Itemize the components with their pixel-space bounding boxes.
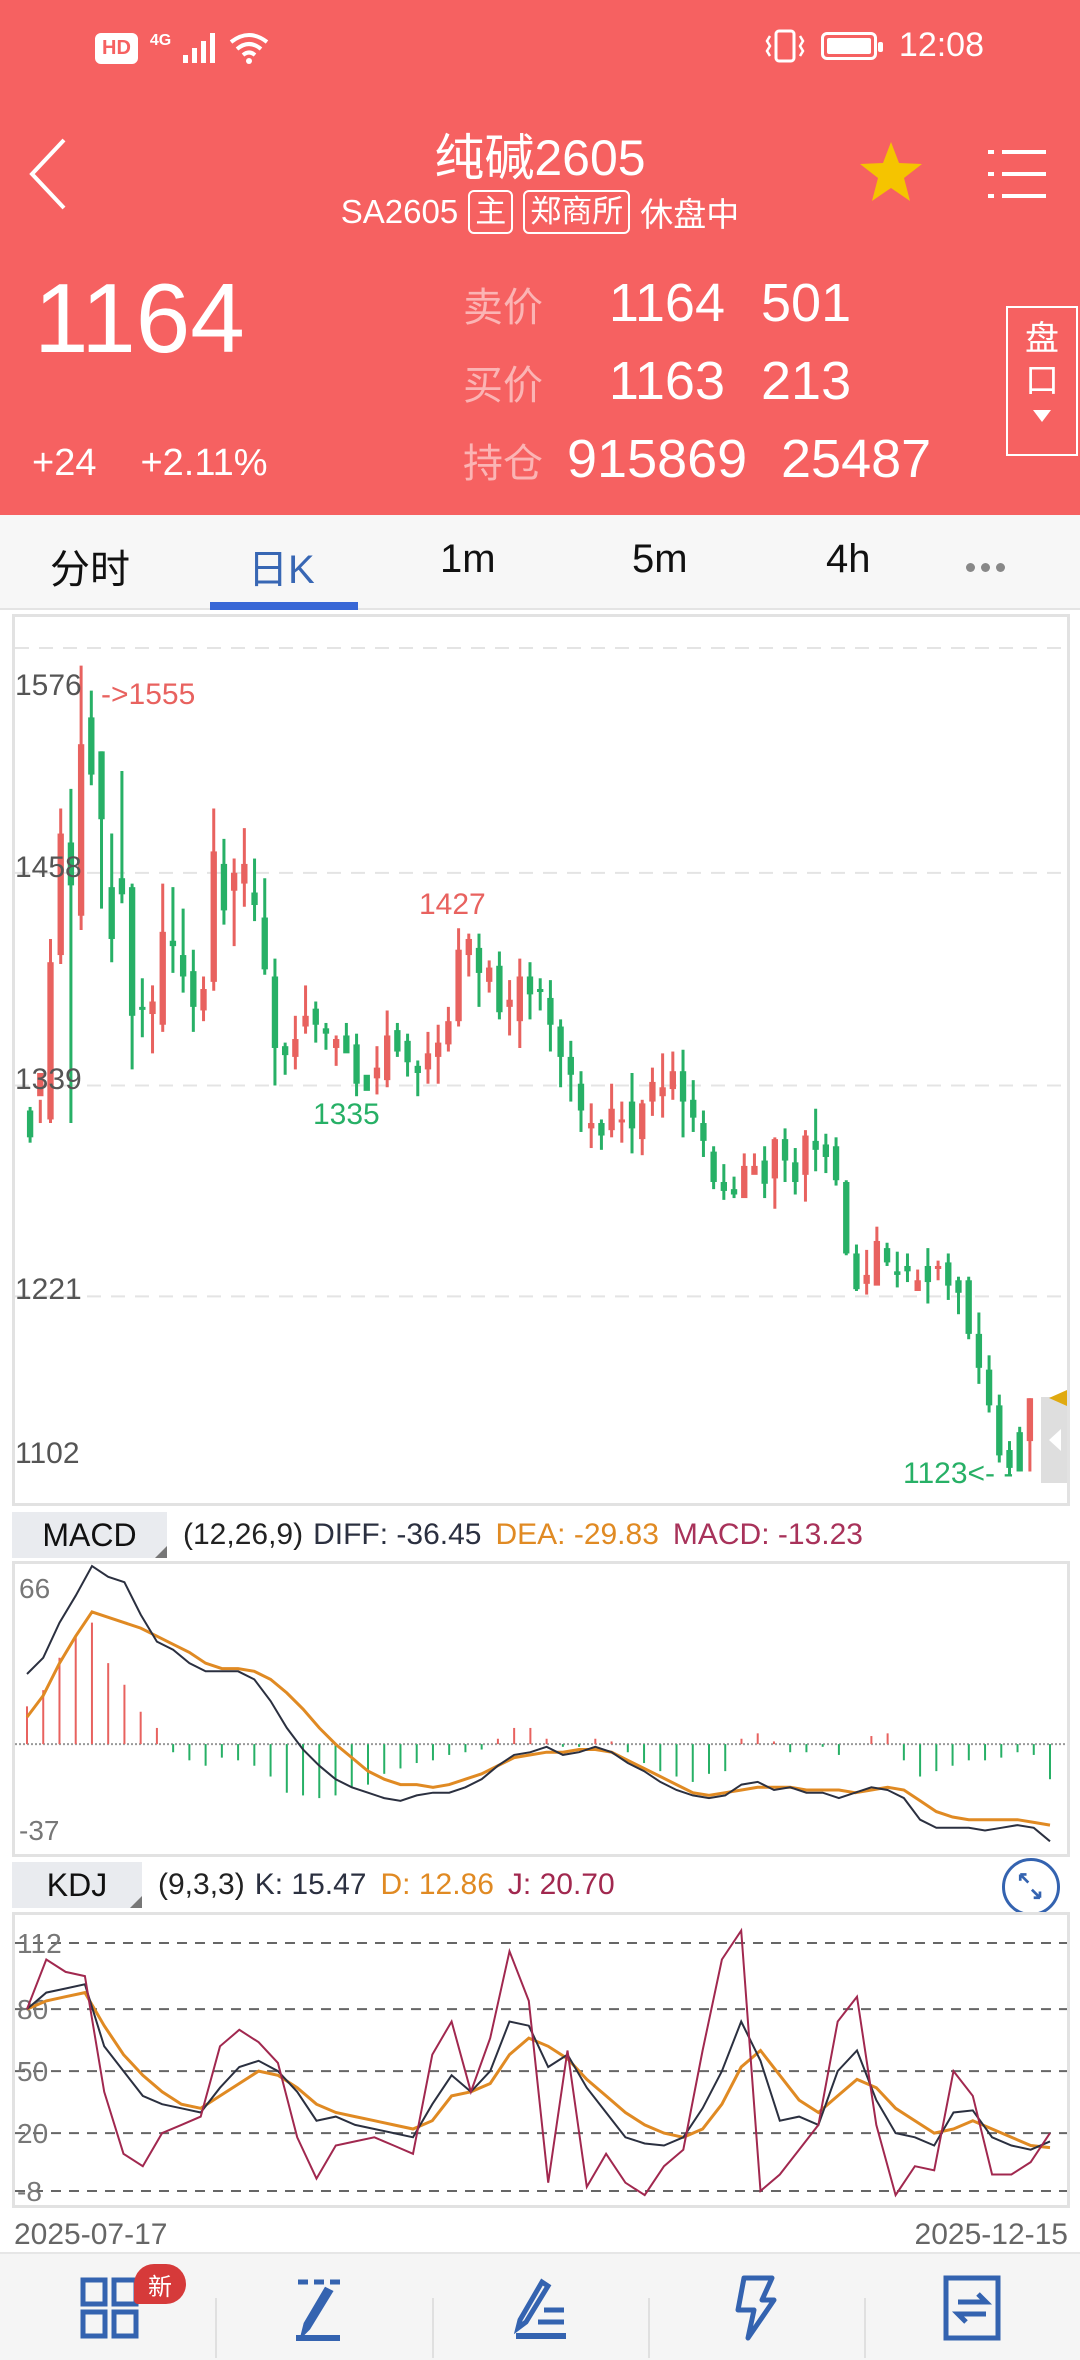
macd-indicator-selector[interactable]: MACD <box>12 1512 167 1558</box>
open-interest: 915869 <box>567 429 748 489</box>
open-interest-row: 持仓 915869 25487 <box>463 428 931 490</box>
new-badge: 新 <box>134 2264 186 2304</box>
svg-text:112: 112 <box>17 1928 62 1959</box>
favorite-star-icon[interactable] <box>858 140 924 204</box>
back-button[interactable] <box>24 136 74 212</box>
kdj-k: K: 15.47 <box>254 1868 367 1901</box>
period-tabs: 分时 日K 1m 5m 4h <box>0 515 1080 610</box>
svg-text:1335: 1335 <box>313 1098 380 1131</box>
kdj-params: (9,3,3) <box>158 1868 245 1901</box>
active-tab-indicator <box>210 602 358 610</box>
vibrate-icon <box>765 29 805 62</box>
svg-text:-37: -37 <box>19 1815 59 1846</box>
macd-dea: DEA: -29.83 <box>495 1518 659 1551</box>
grid-icon[interactable] <box>78 2272 148 2342</box>
bid-row: 买价 1163 213 <box>463 350 851 412</box>
oi-label: 持仓 <box>463 442 543 486</box>
svg-text:1576: 1576 <box>15 669 82 702</box>
svg-text:20: 20 <box>17 2118 48 2149</box>
instrument-title: 纯碱2605 <box>434 130 646 186</box>
wifi-icon <box>230 33 269 64</box>
symbol-code: SA2605 <box>340 193 459 230</box>
tab-1m[interactable]: 1m <box>440 537 496 581</box>
bottom-toolbar: 新 <box>0 2252 1080 2360</box>
tab-timeshare[interactable]: 分时 <box>50 548 130 592</box>
macd-panel[interactable]: 66 -37 <box>12 1561 1070 1857</box>
ask-row: 卖价 1164 501 <box>463 272 851 334</box>
date-end: 2025-12-15 <box>914 2218 1068 2251</box>
main-contract-tag: 主 <box>468 190 514 234</box>
svg-text:1339: 1339 <box>15 1063 82 1096</box>
ask-price: 1164 <box>608 273 725 333</box>
tab-5m[interactable]: 5m <box>632 537 688 581</box>
svg-text:->1555: ->1555 <box>101 678 195 711</box>
svg-text:1221: 1221 <box>15 1273 82 1306</box>
kdj-panel[interactable]: 112 80 50 20 -8 <box>12 1912 1070 2208</box>
tab-daily-k[interactable]: 日K <box>248 548 315 592</box>
candlestick-chart[interactable]: 1576 1458 1339 1221 1102 ->1555 1427 1335 1123<-… <box>12 614 1070 1506</box>
tab-4h[interactable]: 4h <box>826 537 871 581</box>
svg-text:-8: -8 <box>17 2176 42 2205</box>
svg-text:1123<- -: 1123<- - <box>903 1457 1013 1490</box>
macd-value: MACD: -13.23 <box>672 1518 863 1551</box>
ask-volume: 501 <box>761 273 852 333</box>
status-bar: HD 4G 12:08 <box>0 0 1080 100</box>
macd-plot: 66 -37 <box>15 1564 1067 1846</box>
session-status: 休盘中 <box>640 196 740 233</box>
price-change: +24 +2.11% <box>32 442 268 485</box>
svg-text:1102: 1102 <box>15 1437 80 1470</box>
battery-icon <box>820 31 883 60</box>
macd-diff: DIFF: -36.45 <box>313 1518 482 1551</box>
more-periods-button[interactable] <box>966 563 1005 572</box>
signal-icon <box>183 33 216 63</box>
instrument-subtitle: SA2605 主 郑商所 休盘中 <box>0 188 1080 236</box>
draw-line-icon[interactable] <box>290 2272 360 2342</box>
note-icon[interactable] <box>508 2272 578 2342</box>
change-pct: +2.11% <box>140 442 268 484</box>
chevron-down-icon <box>1033 410 1051 422</box>
bid-price: 1163 <box>608 351 725 411</box>
pankou-label-2: 口 <box>1025 362 1059 400</box>
svg-text:50: 50 <box>17 2056 48 2087</box>
flash-order-icon[interactable] <box>722 2272 792 2342</box>
pankou-label-1: 盘 <box>1025 320 1059 358</box>
menu-icon[interactable] <box>988 146 1046 202</box>
kdj-d: D: 12.86 <box>380 1868 494 1901</box>
quote-header: HD 4G 12:08 纯碱2605 SA2605 主 郑商所 休盘中 1164… <box>0 0 1080 515</box>
candlestick-plot: 1576 1458 1339 1221 1102 ->1555 1427 1335 1123<-… <box>15 647 1067 1490</box>
hd-icon: HD <box>95 32 138 64</box>
last-price: 1164 <box>34 263 245 373</box>
ask-label: 卖价 <box>463 286 543 330</box>
svg-text:66: 66 <box>19 1573 50 1604</box>
exchange-tag: 郑商所 <box>523 190 631 234</box>
fullscreen-button[interactable] <box>1002 1858 1060 1916</box>
network-type: 4G <box>149 32 172 49</box>
macd-params: (12,26,9) <box>183 1518 304 1551</box>
svg-text:80: 80 <box>17 1994 48 2025</box>
date-start: 2025-07-17 <box>14 2218 168 2251</box>
kdj-header: KDJ (9,3,3) K: 15.47 D: 12.86 J: 20.70 <box>12 1862 615 1908</box>
order-book-toggle[interactable]: 盘 口 <box>1006 306 1078 456</box>
svg-text:1427: 1427 <box>419 888 486 921</box>
macd-header: MACD (12,26,9) DIFF: -36.45 DEA: -29.83 … <box>12 1512 863 1558</box>
kdj-j: J: 20.70 <box>507 1868 615 1901</box>
oi-change: 25487 <box>781 429 932 489</box>
clock: 12:08 <box>898 26 984 64</box>
kdj-indicator-selector[interactable]: KDJ <box>12 1862 142 1908</box>
kdj-plot: 112 80 50 20 -8 <box>15 1927 1067 2207</box>
svg-text:1458: 1458 <box>15 851 82 884</box>
bid-volume: 213 <box>761 351 852 411</box>
bid-label: 买价 <box>463 364 543 408</box>
switch-contract-icon[interactable] <box>940 2272 1010 2342</box>
change-abs: +24 <box>32 442 97 484</box>
